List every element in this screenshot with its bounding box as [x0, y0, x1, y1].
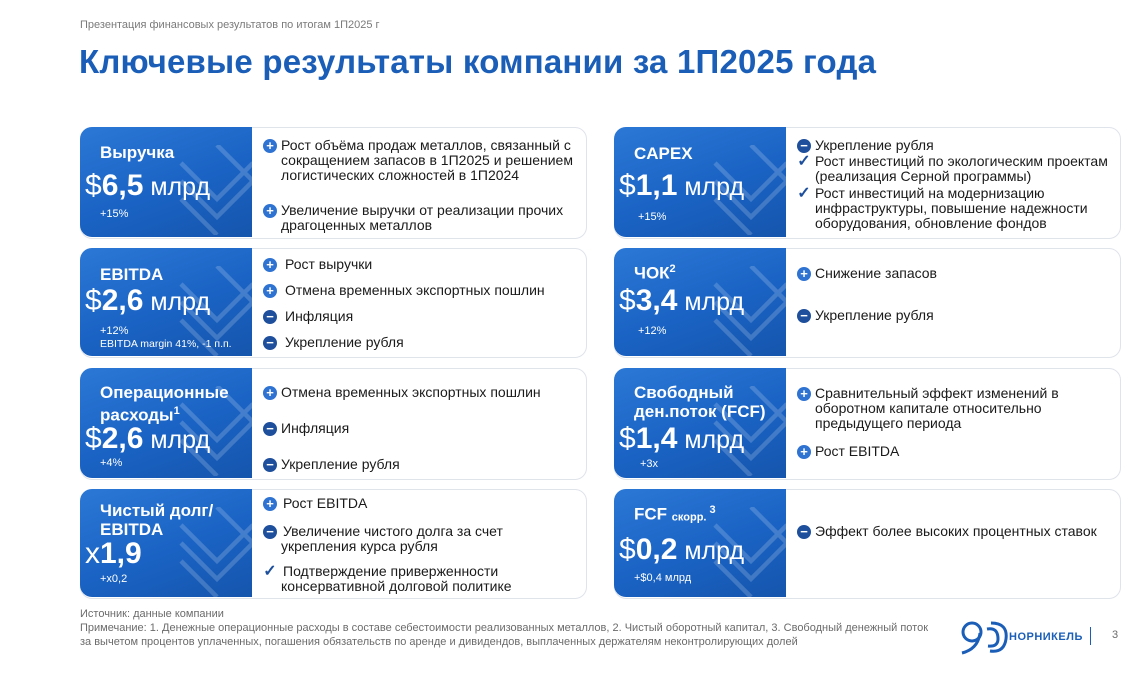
check-icon: ✓ [797, 153, 811, 170]
factor-item: + Рост выручки [263, 257, 580, 272]
kpi-name: Выручка [100, 143, 175, 162]
kpi-card-capex: CAPEX $1,1 млрд +15% − Укрепление рубля ✓… [614, 127, 1121, 239]
anniversary-watermark-icon [713, 266, 786, 356]
factor-item: + Рост объёма продаж металлов, связанный … [263, 138, 580, 183]
factor-item: ✓ Рост инвестиций по экологическим проект… [797, 153, 1108, 184]
minus-icon: − [797, 525, 811, 539]
kpi-value: x1,9 [85, 537, 142, 570]
kpi-value: $1,1 млрд [619, 169, 745, 202]
anniversary-watermark-icon [713, 507, 786, 597]
anniversary-watermark-icon [179, 145, 252, 235]
nornickel-90-logo-icon [961, 621, 1008, 655]
kpi-card-revenue: Выручка $6,5 млрд +15% + Рост объёма прод… [80, 127, 587, 239]
footnote-text: Примечание: 1. Денежные операционные рас… [80, 622, 929, 648]
kpi-tile-ebitda: EBITDA $2,6 млрд +12% EBITDA margin 41%,… [80, 248, 252, 356]
factor-item: + Отмена временных экспортных пошлин [263, 283, 580, 298]
kpi-card-opex: Операционные расходы1 $2,6 млрд +4% + Отм… [80, 368, 587, 480]
plus-icon: + [263, 139, 277, 153]
footnotes: Источник: данные компании Примечание: 1.… [80, 607, 930, 649]
minus-icon: − [263, 310, 277, 324]
anniversary-watermark-icon [179, 266, 252, 356]
kpi-name: ЧОК2 [634, 263, 676, 283]
kpi-card-fcf: Свободный ден.поток (FCF) $1,4 млрд +3x … [614, 368, 1121, 480]
factor-item: + Сравнительный эффект изменений в оборот… [797, 386, 1114, 431]
minus-icon: − [263, 422, 277, 436]
minus-icon: − [797, 309, 811, 323]
plus-icon: + [263, 386, 277, 400]
kpi-value: $2,6 млрд [85, 422, 211, 455]
kpi-change: +4% [100, 457, 123, 469]
minus-icon: − [263, 336, 277, 350]
kpi-name: CAPEX [634, 144, 693, 163]
factor-item: + Рост EBITDA [797, 444, 1114, 459]
plus-icon: + [263, 497, 277, 511]
factor-item: − Укрепление рубля [263, 335, 580, 350]
kpi-name: EBITDA [100, 265, 164, 284]
kpi-value: $0,2 млрд [619, 533, 745, 566]
kpi-card-nwc: ЧОК2 $3,4 млрд +12% + Снижение запасов − У… [614, 248, 1121, 358]
check-icon: ✓ [797, 185, 811, 202]
kpi-tile-fcf: Свободный ден.поток (FCF) $1,4 млрд +3x [614, 368, 786, 478]
kpi-tile-fcf-adjusted: FCF скорр.3 $0,2 млрд +$0,4 млрд [614, 489, 786, 597]
factor-item: + Снижение запасов [797, 266, 1114, 281]
kpi-card-net-debt: Чистый долг/ EBITDA x1,9 +x0,2 + Рост EBI… [80, 489, 587, 599]
source-note: Источник: данные компании [80, 608, 224, 620]
kpi-change: +12% [100, 325, 129, 337]
kpi-tile-capex: CAPEX $1,1 млрд +15% [614, 127, 786, 237]
kpi-tile-nwc: ЧОК2 $3,4 млрд +12% [614, 248, 786, 356]
kpi-value: $2,6 млрд [85, 284, 211, 317]
factor-item: − Укрепление рубля [797, 308, 1114, 323]
kpi-name: Свободный ден.поток (FCF) [634, 383, 766, 421]
minus-icon: − [797, 139, 811, 153]
plus-icon: + [797, 387, 811, 401]
anniversary-watermark-icon [713, 386, 786, 476]
kpi-name: Чистый долг/ EBITDA [100, 501, 214, 539]
kpi-change: +$0,4 млрд [634, 572, 692, 584]
kpi-change: +15% [100, 208, 129, 220]
factor-item: + Рост EBITDA [263, 496, 580, 511]
factor-item: ✓ Подтверждение приверженности консервати… [263, 563, 512, 594]
page-title: Ключевые результаты компании за 1П2025 г… [79, 43, 877, 80]
kpi-change: +12% [638, 325, 667, 337]
kpi-card-ebitda: EBITDA $2,6 млрд +12% EBITDA margin 41%,… [80, 248, 587, 358]
kpi-margin-note: EBITDA margin 41%, -1 п.п. [100, 338, 232, 350]
kpi-tile-net-debt: Чистый долг/ EBITDA x1,9 +x0,2 [80, 489, 252, 597]
page-number: 3 [1112, 629, 1119, 641]
plus-icon: + [263, 258, 277, 272]
anniversary-watermark-icon [179, 507, 252, 597]
kpi-value: $1,4 млрд [619, 422, 745, 455]
factor-item: + Увеличение выручки от реализации прочих… [263, 203, 580, 233]
kpi-change: +15% [638, 211, 667, 223]
factor-item: − Инфляция [263, 309, 580, 324]
check-icon: ✓ [263, 563, 277, 580]
factor-item: − Инфляция [263, 421, 580, 436]
kpi-tile-revenue: Выручка $6,5 млрд +15% [80, 127, 252, 237]
logo-text: НОРНИКЕЛЬ [1009, 631, 1083, 643]
plus-icon: + [797, 267, 811, 281]
kpi-card-fcf-adjusted: FCF скорр.3 $0,2 млрд +$0,4 млрд − Эффект… [614, 489, 1121, 599]
minus-icon: − [263, 525, 277, 539]
kpi-change: +3x [640, 458, 659, 470]
plus-icon: + [263, 204, 277, 218]
anniversary-watermark-icon [179, 386, 252, 476]
kpi-change: +x0,2 [100, 573, 128, 585]
kpi-value: $6,5 млрд [85, 169, 211, 202]
factor-item: − Укрепление рубля [797, 138, 1114, 153]
factor-item: − Эффект более высоких процентных ставок [797, 524, 1114, 539]
presentation-subtitle: Презентация финансовых результатов по ит… [80, 19, 380, 31]
kpi-value: $3,4 млрд [619, 284, 745, 317]
minus-icon: − [263, 458, 277, 472]
anniversary-watermark-icon [713, 145, 786, 235]
factor-item: − Укрепление рубля [263, 457, 580, 472]
plus-icon: + [263, 284, 277, 298]
kpi-name: FCF скорр.3 [634, 504, 716, 524]
factor-item: − Увеличение чистого долга за счет укрепл… [263, 524, 580, 554]
kpi-tile-opex: Операционные расходы1 $2,6 млрд +4% [80, 368, 252, 478]
kpi-name: Операционные расходы1 [100, 383, 229, 425]
factor-item: + Отмена временных экспортных пошлин [263, 385, 580, 400]
logo-divider [1090, 627, 1091, 645]
plus-icon: + [797, 445, 811, 459]
factor-item: ✓ Рост инвестиций на модернизацию инфраст… [797, 185, 1088, 231]
